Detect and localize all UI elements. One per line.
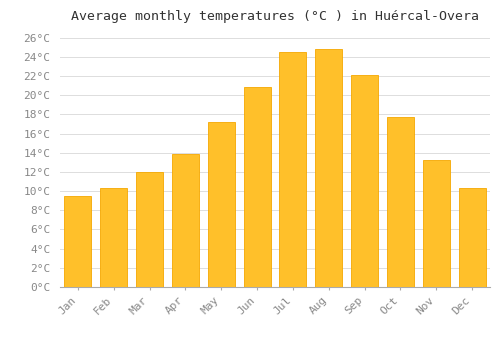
- Bar: [387, 117, 414, 287]
- Bar: [100, 188, 127, 287]
- Bar: [172, 154, 199, 287]
- Title: Average monthly temperatures (°C ) in Huércal-Overa: Average monthly temperatures (°C ) in Hu…: [71, 10, 479, 23]
- Bar: [351, 75, 378, 287]
- Bar: [423, 160, 450, 287]
- Bar: [208, 122, 234, 287]
- Bar: [280, 52, 306, 287]
- Bar: [458, 188, 485, 287]
- Bar: [64, 196, 92, 287]
- Bar: [136, 172, 163, 287]
- Bar: [244, 86, 270, 287]
- Bar: [316, 49, 342, 287]
